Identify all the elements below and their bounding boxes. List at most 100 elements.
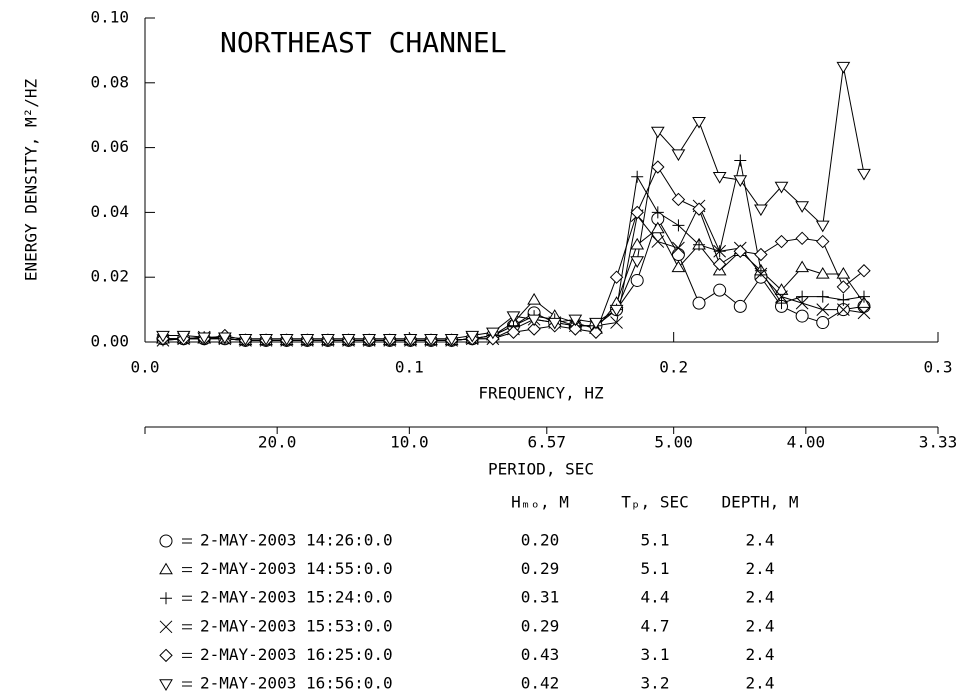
data-point (609, 304, 624, 317)
table-header: DEPTH, M (721, 493, 798, 512)
table-cell: 4.4 (641, 588, 670, 607)
data-point (774, 181, 789, 194)
x2-tick-label: 6.57 (528, 433, 567, 452)
data-point (713, 283, 727, 297)
data-point (672, 241, 685, 255)
data-point (279, 334, 294, 346)
data-point (754, 204, 768, 217)
y-tick-label: 0.10 (90, 8, 129, 27)
data-point (733, 175, 748, 187)
data-point (795, 296, 809, 310)
table-cell: 5.1 (641, 531, 670, 550)
data-point (506, 325, 521, 339)
data-point (527, 292, 541, 305)
data-point (630, 205, 644, 220)
data-point (650, 221, 665, 234)
data-point (837, 303, 850, 316)
series-line (162, 66, 865, 340)
data-point (857, 168, 871, 181)
data-point (259, 334, 273, 346)
data-point (774, 234, 789, 249)
data-point (403, 334, 418, 346)
data-point (671, 248, 685, 262)
legend-marker (159, 534, 173, 548)
data-point (671, 149, 686, 162)
table-cell: 0.42 (521, 674, 560, 693)
data-point (609, 270, 624, 284)
legend-marker (160, 592, 172, 605)
table-cell: 0.29 (521, 616, 560, 635)
data-point (754, 247, 768, 262)
data-point (857, 264, 871, 278)
table-header: Hₘₒ, M (511, 493, 569, 512)
x2-axis-title: PERIOD, SEC (488, 460, 594, 479)
x-tick-label: 0.3 (924, 358, 953, 377)
data-point (527, 322, 541, 336)
table-cell: 3.2 (641, 674, 670, 693)
data-point (362, 334, 377, 346)
data-point (775, 297, 788, 310)
legend-marker (159, 562, 173, 575)
legend-marker (159, 620, 173, 634)
table-cell: 2.4 (746, 588, 775, 607)
x-tick-label: 0.0 (131, 358, 160, 377)
table-cell: 0.31 (521, 588, 560, 607)
data-point (816, 316, 830, 330)
legend-label: 2-MAY-2003 14:55:0.0 (200, 559, 393, 578)
data-point (692, 116, 706, 129)
table-cell: 4.7 (641, 616, 670, 635)
data-point (795, 201, 810, 213)
data-point (485, 327, 500, 340)
x2-tick-label: 4.00 (787, 433, 826, 452)
data-point (692, 202, 706, 216)
data-point (857, 306, 871, 320)
data-point (815, 220, 830, 233)
data-point (321, 334, 335, 346)
table-cell: 0.29 (521, 559, 560, 578)
data-point (775, 290, 788, 303)
data-point (341, 334, 356, 346)
y-tick-label: 0.00 (90, 332, 129, 351)
data-point (837, 293, 850, 306)
legend-marker (159, 648, 173, 663)
data-point (857, 290, 870, 303)
data-point (713, 244, 727, 258)
data-point (382, 334, 397, 346)
table-cell: 0.43 (521, 645, 560, 664)
data-point (176, 330, 191, 343)
x2-tick-label: 3.33 (919, 433, 958, 452)
data-point (630, 237, 645, 250)
legend-label: 2-MAY-2003 16:25:0.0 (200, 645, 393, 664)
y-tick-label: 0.02 (90, 267, 129, 286)
data-point (816, 290, 829, 303)
legend-label: 2-MAY-2003 15:24:0.0 (200, 588, 393, 607)
data-point (774, 283, 789, 295)
data-point (733, 299, 747, 313)
data-point (650, 126, 665, 139)
data-point (692, 296, 706, 310)
data-point (527, 314, 541, 327)
data-point (568, 314, 583, 327)
data-point (589, 325, 603, 339)
data-point (733, 244, 747, 258)
y-axis-title: ENERGY DENSITY, M²/HZ (22, 78, 41, 281)
x2-tick-label: 20.0 (258, 433, 297, 452)
data-point (547, 317, 562, 330)
data-point (712, 172, 727, 184)
data-point (217, 332, 232, 345)
data-point (156, 330, 170, 343)
table-cell: 2.4 (746, 531, 775, 550)
x-axis-title: FREQUENCY, HZ (478, 384, 604, 403)
data-point (651, 160, 665, 174)
data-point (795, 231, 809, 246)
legend-label: 2-MAY-2003 15:53:0.0 (200, 616, 393, 635)
table-cell: 5.1 (641, 559, 670, 578)
table-cell: 2.4 (746, 559, 775, 578)
data-point (651, 206, 664, 219)
y-tick-label: 0.04 (90, 202, 129, 221)
x-tick-label: 0.2 (659, 358, 688, 377)
y-tick-label: 0.08 (90, 72, 129, 91)
data-point (734, 154, 747, 167)
table-cell: 0.20 (521, 531, 560, 550)
